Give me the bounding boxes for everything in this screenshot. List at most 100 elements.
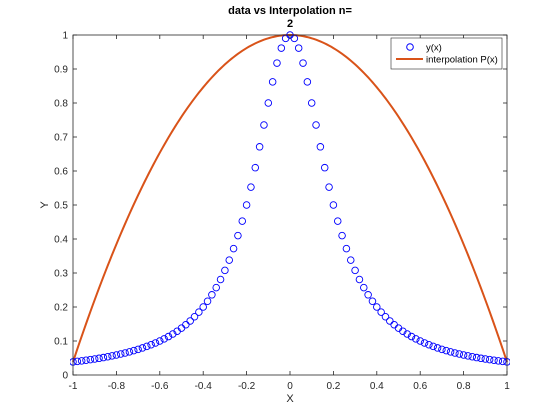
data-point [451, 349, 459, 357]
data-point [468, 353, 477, 361]
data-point [464, 352, 472, 360]
data-point [338, 231, 346, 240]
x-tick-label: 0.4 [370, 381, 384, 392]
data-point [247, 183, 255, 191]
data-point [238, 217, 247, 225]
data-point [329, 201, 338, 209]
data-point [459, 351, 468, 359]
x-tick-label: 0.6 [413, 381, 427, 392]
data-point [255, 143, 264, 151]
data-point [95, 354, 103, 363]
data-point [364, 291, 372, 299]
data-point [360, 283, 368, 292]
data-point [407, 332, 416, 341]
legend-label-interpolation: interpolation P(x) [426, 55, 498, 66]
data-point [429, 342, 437, 351]
data-point [446, 348, 455, 356]
data-point [294, 44, 303, 52]
x-tick-label: -0.2 [238, 381, 256, 392]
data-point [303, 78, 312, 86]
data-point [477, 354, 485, 363]
x-tick-label: -0.6 [151, 381, 169, 392]
legend-marker-y-x [406, 43, 414, 51]
data-point [490, 356, 498, 365]
y-tick-label: 0.8 [54, 99, 68, 110]
data-point [147, 341, 155, 349]
data-point [164, 332, 173, 341]
data-point [312, 121, 320, 129]
chart-title-line1: data vs Interpolation n= [228, 5, 352, 17]
data-point [82, 356, 90, 365]
data-point [99, 353, 108, 362]
data-point [377, 308, 385, 316]
data-point [199, 303, 207, 311]
data-point [190, 313, 199, 321]
data-point [438, 345, 446, 354]
data-point [442, 346, 450, 355]
data-point [347, 256, 355, 264]
data-point [316, 143, 325, 151]
legend-box [390, 37, 503, 70]
data-point [229, 244, 238, 253]
data-point [260, 121, 268, 129]
data-point [333, 217, 342, 225]
data-point [472, 353, 481, 362]
data-point [103, 353, 112, 361]
data-point [320, 163, 329, 172]
x-tick-label: -1 [69, 381, 78, 392]
data-point [186, 317, 194, 325]
data-point [134, 345, 142, 354]
data-point [355, 275, 364, 284]
data-point [425, 341, 433, 349]
data-point [86, 355, 95, 364]
data-point [481, 355, 490, 363]
y-tick-label: 0.7 [54, 133, 68, 144]
data-point [307, 99, 316, 107]
data-point [264, 99, 273, 107]
plot-area [73, 35, 507, 375]
data-point [160, 335, 168, 343]
data-point [108, 352, 116, 360]
data-point [182, 320, 190, 329]
data-point [73, 357, 82, 366]
data-point [403, 330, 411, 338]
data-point [195, 308, 203, 316]
data-point [368, 297, 377, 306]
data-point [156, 337, 164, 345]
y-axis-label: Y [39, 201, 51, 209]
data-point [498, 357, 507, 366]
y-tick-label: 0.9 [54, 65, 68, 76]
legend: y(x) interpolation P(x) [390, 37, 503, 70]
y-tick-label: 0.5 [54, 201, 68, 212]
data-point [221, 266, 229, 275]
data-point [485, 355, 494, 364]
data-point [342, 244, 351, 253]
y-tick-label: 0.4 [54, 235, 68, 246]
y-tick-label: 0.3 [54, 269, 68, 280]
y-tick-label: 0 [62, 371, 68, 382]
data-point [242, 201, 251, 209]
data-point [277, 44, 286, 52]
data-point [151, 339, 160, 347]
data-point [125, 348, 134, 356]
x-tick-label: -0.4 [195, 381, 213, 392]
chart-title-line2: 2 [287, 18, 293, 30]
data-point [386, 317, 394, 325]
data-point [351, 266, 359, 275]
data-point [251, 163, 260, 172]
x-tick-label: 0 [287, 381, 293, 392]
data-point [416, 337, 424, 345]
data-point [77, 357, 86, 365]
data-point [299, 59, 307, 67]
data-point [433, 344, 442, 352]
data-point [212, 283, 220, 292]
data-point [121, 349, 129, 357]
x-axis-label: X [286, 393, 294, 405]
data-point [130, 346, 138, 355]
data-point [373, 303, 381, 311]
data-point [208, 291, 216, 299]
y-tick-label: 0.1 [54, 337, 68, 348]
data-point [116, 350, 125, 358]
data-point [112, 351, 121, 359]
